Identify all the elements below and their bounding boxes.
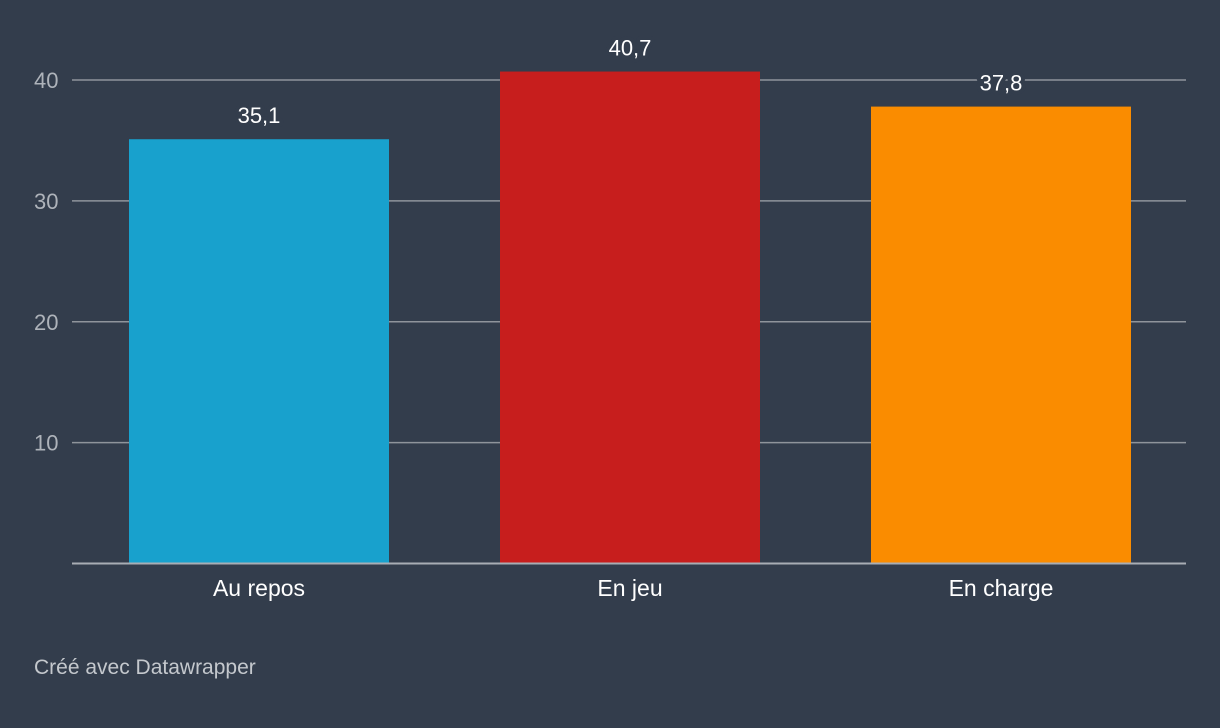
chart-credit[interactable]: Créé avec Datawrapper [34, 656, 256, 679]
category-label: Au repos [213, 575, 305, 601]
category-label: En charge [949, 575, 1054, 601]
y-tick-label: 20 [34, 310, 58, 335]
value-label: 35,1 [238, 103, 281, 128]
bar[interactable] [129, 139, 389, 564]
category-label: En jeu [597, 575, 662, 601]
y-tick-label: 40 [34, 68, 58, 93]
bar[interactable] [500, 71, 760, 564]
labels: 10 20 30 40 35,1 Au repos 40,7 En jeu 37,8 En cha… [34, 32, 1054, 601]
y-tick-label: 10 [34, 431, 58, 456]
value-label: 40,7 [609, 36, 652, 61]
bar[interactable] [871, 106, 1131, 564]
y-tick-label: 30 [34, 189, 58, 214]
value-label: 37,8 [980, 71, 1023, 96]
bars [129, 71, 1131, 564]
